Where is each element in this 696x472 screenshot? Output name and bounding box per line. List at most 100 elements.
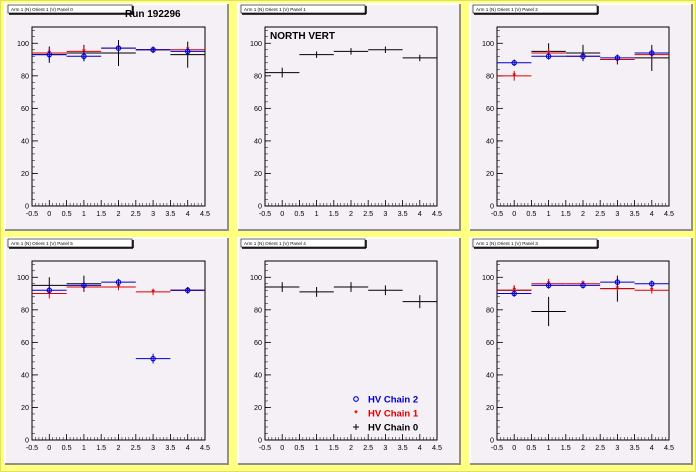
y-tick-label: 60 (486, 104, 494, 113)
legend-marker (353, 396, 359, 402)
pad-bevel-dark (5, 4, 229, 231)
x-tick-label: 0.5 (526, 209, 536, 218)
panel-1: Arm 1 (N) Orient 1 (V) Panel 1-0.5 0 0.5 1 1… (237, 3, 461, 231)
legend-label: HV Chain 1 (368, 409, 419, 420)
y-tick-label: 60 (21, 104, 29, 113)
x-tick-label: 2.5 (131, 209, 141, 218)
data-point (66, 282, 102, 289)
data-point (565, 282, 601, 289)
x-tick-label: 0 (47, 209, 51, 218)
y-tick-label: 100 (250, 273, 262, 282)
x-tick-label: 0 (512, 443, 516, 452)
pad-title-text: Arm 1 (N) Orient 1 (V) Panel 3 (476, 241, 538, 246)
panel-4: Arm 1 (N) Orient 1 (V) Panel 4-0.5 0 0.5 1 1… (237, 237, 461, 465)
data-point (634, 280, 669, 288)
x-tick-label: 2.5 (595, 209, 605, 218)
x-tick-label: 3.5 (165, 209, 175, 218)
data-point (333, 48, 369, 55)
data-point (565, 53, 601, 60)
y-axis: 0 20 40 60 80 100 (250, 264, 271, 445)
x-tick-label: 0 (280, 443, 284, 452)
x-tick-label: 1.5 (561, 443, 571, 452)
x-tick-label: 2.5 (131, 443, 141, 452)
x-tick-label: 0.5 (62, 209, 72, 218)
data-point (135, 46, 171, 54)
x-tick-label: -0.5 (259, 209, 271, 218)
svg-text:*: * (48, 289, 52, 299)
pad-title: Arm 1 (N) Orient 1 (V) Panel 1 (240, 4, 367, 15)
x-tick-label: 2.5 (363, 443, 373, 452)
pad-bevel-light (469, 237, 692, 464)
y-tick-label: 40 (254, 136, 262, 145)
data-point (265, 67, 300, 78)
x-tick-label: 2 (349, 443, 353, 452)
x-tick-label: 0 (47, 443, 51, 452)
data-point (32, 49, 67, 60)
y-tick-label: 20 (486, 403, 494, 412)
panel-0: Arm 1 (N) Orient 1 (V) Panel 0-0.5 0 0.5 1 1… (4, 3, 229, 231)
x-tick-label: 2.5 (363, 209, 373, 218)
pad-title-text: Arm 1 (N) Orient 1 (V) Panel 2 (476, 7, 538, 12)
x-tick-label: 2 (349, 209, 353, 218)
x-tick-label: 3 (383, 443, 387, 452)
x-tick-label: 1.5 (96, 209, 106, 218)
data-point (402, 54, 437, 62)
y-tick-label: 100 (250, 39, 262, 48)
x-tick-label: 1.5 (329, 209, 339, 218)
pad-bevel-light (469, 3, 692, 230)
data-point (135, 353, 171, 364)
pad-bevel-light (4, 3, 228, 230)
pad-bevel-light (237, 3, 460, 230)
data-point (600, 278, 635, 286)
series-chain2 (497, 278, 669, 297)
y-tick-label: 100 (17, 39, 29, 48)
y-tick-label: 80 (254, 71, 262, 80)
x-tick-label: -0.5 (491, 209, 503, 218)
data-point (101, 40, 136, 67)
data-point (32, 287, 67, 294)
x-tick-label: 1 (82, 443, 86, 452)
x-tick-label: 0 (512, 209, 516, 218)
pad-title-text: Arm 1 (N) Orient 1 (V) Panel 1 (244, 7, 306, 12)
series-chain2 (32, 278, 205, 364)
x-tick-label: 3 (615, 443, 619, 452)
y-tick-label: 40 (21, 370, 29, 379)
x-tick-label: 1.5 (96, 443, 106, 452)
series-chain2 (32, 44, 205, 62)
y-tick-label: 80 (21, 305, 29, 314)
svg-text:*: * (650, 286, 654, 296)
x-tick-label: 0.5 (62, 443, 72, 452)
y-axis: 0 20 40 60 80 100 (17, 264, 38, 445)
y-tick-label: 0 (490, 202, 494, 211)
x-tick-label: 4 (186, 443, 190, 452)
x-tick-label: 2 (581, 209, 585, 218)
north-vert-label: NORTH VERT (270, 31, 335, 42)
y-tick-label: 0 (25, 436, 29, 445)
y-tick-label: 100 (17, 273, 29, 282)
data-point (368, 285, 403, 296)
run-label: Run 192296 (125, 9, 181, 20)
x-tick-label: 3.5 (398, 443, 408, 452)
x-tick-label: 1.5 (329, 443, 339, 452)
y-tick-label: 0 (258, 202, 262, 211)
data-point: * (135, 287, 171, 297)
pad-bevel-dark (470, 238, 693, 465)
data-point (531, 282, 566, 289)
x-tick-label: 1 (315, 209, 319, 218)
y-axis: 0 20 40 60 80 100 (482, 30, 503, 211)
x-tick-label: 0.5 (294, 443, 304, 452)
x-tick-label: 3.5 (398, 209, 408, 218)
data-point (497, 59, 532, 67)
x-tick-label: 3 (151, 209, 155, 218)
x-tick-label: 2.5 (595, 443, 605, 452)
svg-text:*: * (512, 71, 516, 81)
x-axis: -0.5 0 0.5 1 1.5 2 2.5 3 3.5 4 4.5 (491, 434, 674, 452)
data-point (634, 49, 669, 57)
pad-bevel-dark (238, 4, 461, 231)
x-tick-label: 4 (650, 209, 654, 218)
x-tick-label: 3 (383, 209, 387, 218)
y-tick-label: 100 (482, 273, 494, 282)
pad-title: Arm 1 (N) Orient 1 (V) Panel 0 (7, 4, 134, 15)
x-axis: -0.5 0 0.5 1 1.5 2 2.5 3 3.5 4 4.5 (259, 200, 442, 218)
